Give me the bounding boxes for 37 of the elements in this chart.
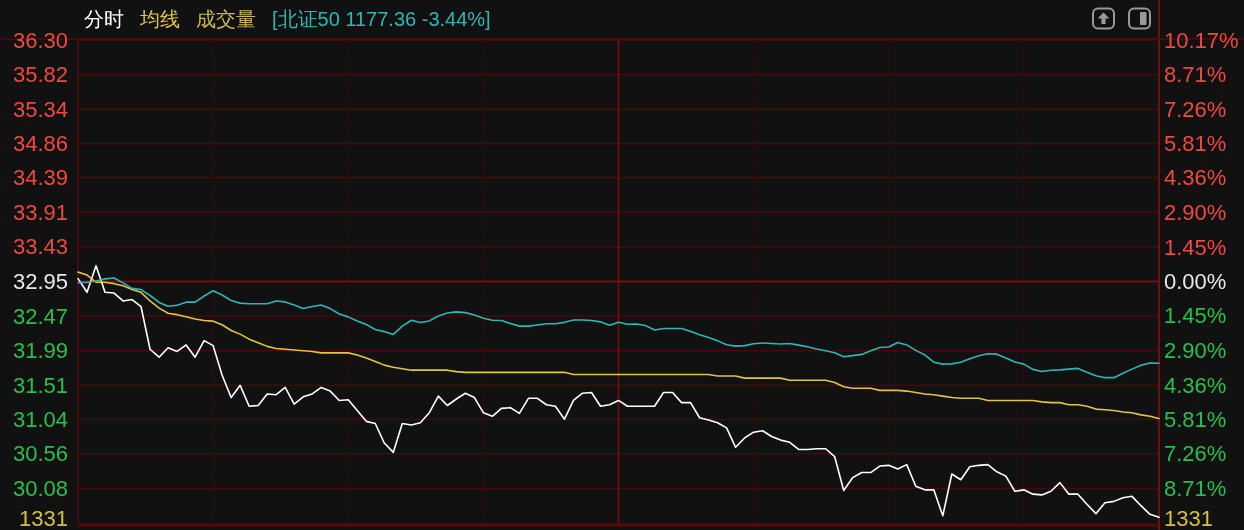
y2-tick-label: 8.71% (1164, 475, 1227, 501)
y-tick-label: 36.30 (12, 27, 68, 53)
y-tick-label: 34.39 (12, 165, 68, 191)
y-tick-label: 33.43 (12, 234, 68, 260)
y-tick-label: 32.95 (12, 269, 68, 294)
text: [北证50 1177.36 -3.44%] (272, 8, 491, 30)
y-tick-label: 31.51 (12, 372, 68, 398)
text: 均线 (139, 8, 180, 30)
text: 成交量 (196, 8, 256, 30)
y2-tick-label: 7.26% (1164, 96, 1227, 122)
y-tick-label: 31.99 (12, 338, 68, 364)
y2-tick-label: 4.36% (1164, 165, 1227, 191)
y2-tick-label: 8.71% (1164, 62, 1227, 88)
y-tick-label: 31.04 (12, 406, 68, 432)
line-series (77, 271, 1160, 420)
y-tick-label: 35.34 (12, 96, 68, 122)
y-tick-label: 33.91 (12, 199, 68, 225)
y2-tick-label: 4.36% (1164, 372, 1227, 398)
y2-tick-label: 1.45% (1164, 234, 1227, 260)
text: 1331 (1164, 505, 1213, 530)
y2-tick-label: 0.00% (1164, 269, 1227, 294)
y2-tick-label: 1.45% (1164, 303, 1227, 329)
y-tick-label: 30.56 (12, 441, 68, 467)
y-tick-label: 32.47 (12, 303, 68, 329)
text: 分时 (84, 8, 124, 30)
y2-tick-label: 2.90% (1164, 200, 1227, 226)
y2-tick-label: 2.90% (1164, 337, 1227, 363)
y2-tick-label: 5.81% (1164, 131, 1227, 157)
y-tick-label: 34.86 (12, 131, 68, 157)
line-series (77, 264, 1160, 519)
y-tick-label: 35.82 (12, 62, 68, 88)
y2-tick-label: 7.26% (1164, 441, 1227, 467)
text: 1331 (19, 505, 68, 530)
line-series (77, 277, 1160, 379)
y-tick-label: 30.08 (12, 475, 68, 501)
y2-tick-label: 10.17% (1164, 27, 1239, 53)
y2-tick-label: 5.81% (1164, 406, 1227, 432)
